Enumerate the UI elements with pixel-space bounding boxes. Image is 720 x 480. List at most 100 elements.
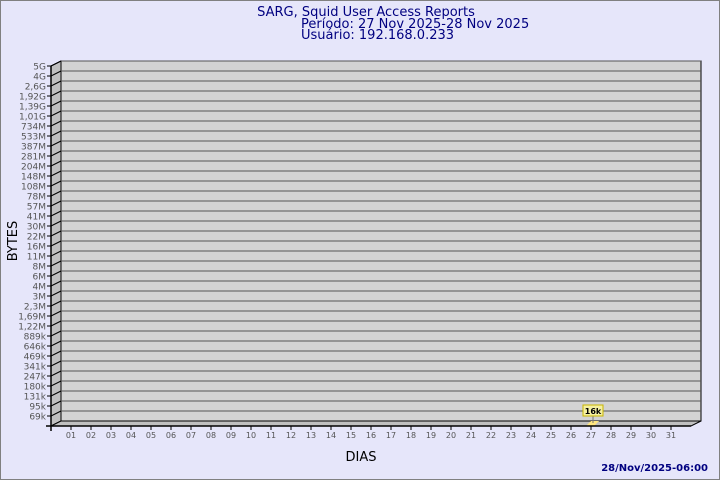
y-tick-label: 281M [21, 153, 46, 163]
y-tick-label: 108M [21, 183, 46, 193]
bar-value-label: 16k [585, 407, 602, 416]
y-tick-label: 533M [21, 133, 46, 143]
x-tick-label: 10 [246, 431, 256, 440]
x-tick-label: 04 [126, 431, 136, 440]
y-tick-label: 180k [24, 383, 47, 393]
y-tick-label: 11M [27, 253, 46, 263]
y-tick-diagonal [50, 240, 62, 247]
chart-title: SARG, Squid User Access Reports [257, 5, 475, 20]
y-tick-diagonal [50, 290, 62, 297]
x-tick-label: 21 [466, 431, 476, 440]
x-tick-label: 06 [166, 431, 176, 440]
y-tick-label: 131k [24, 393, 47, 403]
y-tick-label: 16M [27, 243, 46, 253]
y-tick-diagonal [50, 250, 62, 257]
y-tick-label: 69k [29, 413, 46, 423]
y-tick-diagonal [50, 390, 62, 397]
y-tick-label: 6M [33, 273, 47, 283]
y-tick-diagonal [50, 360, 62, 367]
y-tick-label: 469k [24, 353, 47, 363]
y-tick-diagonal [50, 330, 62, 337]
y-tick-label: 646k [24, 343, 47, 353]
y-tick-diagonal [50, 230, 62, 237]
y-tick-label: 78M [27, 193, 46, 203]
y-tick-diagonal [50, 100, 62, 107]
x-tick-label: 17 [386, 431, 396, 440]
x-tick-label: 16 [366, 431, 376, 440]
y-tick-label: 1,01G [19, 113, 46, 123]
y-tick-label: 2,6G [25, 83, 46, 93]
y-tick-label: 341k [24, 363, 47, 373]
y-tick-label: 387M [21, 143, 46, 153]
x-tick-label: 25 [546, 431, 556, 440]
x-tick-label: 30 [646, 431, 656, 440]
y-tick-diagonal [50, 400, 62, 407]
y-tick-label: 734M [21, 123, 46, 133]
x-tick-label: 07 [186, 431, 196, 440]
x-tick-label: 03 [106, 431, 116, 440]
y-tick-label: 889k [24, 333, 47, 343]
y-tick-diagonal [50, 90, 62, 97]
y-tick-label: 2,3M [24, 303, 46, 313]
x-tick-label: 09 [226, 431, 236, 440]
y-tick-label: 57M [27, 203, 46, 213]
y-tick-label: 4G [33, 73, 46, 83]
x-tick-label: 19 [426, 431, 436, 440]
x-tick-label: 24 [526, 431, 536, 440]
y-tick-label: 148M [21, 173, 46, 183]
y-tick-label: 30M [27, 223, 46, 233]
y-tick-diagonal [50, 190, 62, 197]
x-tick-label: 29 [626, 431, 636, 440]
y-tick-diagonal [50, 340, 62, 347]
y-tick-diagonal [50, 110, 62, 117]
x-tick-label: 01 [66, 431, 76, 440]
x-tick-label: 27 [586, 431, 596, 440]
y-tick-label: 95k [29, 403, 46, 413]
x-tick-label: 02 [86, 431, 96, 440]
x-tick-label: 08 [206, 431, 216, 440]
y-tick-diagonal [50, 160, 62, 167]
y-tick-diagonal [50, 70, 62, 77]
x-axis-label: DIAS [346, 450, 377, 465]
y-axis-label: BYTES [6, 221, 21, 262]
x-tick-label: 31 [666, 431, 676, 440]
y-tick-diagonal [50, 280, 62, 287]
y-tick-label: 247k [24, 373, 47, 383]
y-tick-diagonal [50, 320, 62, 327]
y-tick-diagonal [50, 120, 62, 127]
x-tick-label: 05 [146, 431, 156, 440]
y-tick-diagonal [50, 370, 62, 377]
y-tick-diagonal [50, 350, 62, 357]
y-tick-diagonal [50, 60, 62, 67]
footer-timestamp: 28/Nov/2025-06:00 [601, 463, 708, 474]
y-tick-label: 5G [33, 63, 46, 73]
chart-period: Período: 27 Nov 2025-28 Nov 2025 [301, 17, 529, 32]
bar-label-box [582, 404, 604, 417]
x-tick-label: 26 [566, 431, 576, 440]
y-tick-diagonal [50, 380, 62, 387]
x-tick-label: 15 [346, 431, 356, 440]
x-tick-label: 14 [326, 431, 336, 440]
x-tick-label: 18 [406, 431, 416, 440]
y-tick-diagonal [50, 140, 62, 147]
x-tick-label: 13 [306, 431, 316, 440]
y-tick-diagonal [50, 410, 62, 417]
bar [586, 421, 599, 426]
y-tick-label: 204M [21, 163, 46, 173]
y-tick-label: 1,69M [18, 313, 46, 323]
chart-user: Usuário: 192.168.0.233 [301, 28, 454, 43]
x-tick-label: 12 [286, 431, 296, 440]
y-tick-diagonal [50, 130, 62, 137]
y-tick-diagonal [50, 150, 62, 157]
y-tick-diagonal [50, 210, 62, 217]
x-tick-label: 20 [446, 431, 456, 440]
y-tick-diagonal [50, 310, 62, 317]
x-tick-label: 28 [606, 431, 616, 440]
y-tick-diagonal [50, 300, 62, 307]
y-tick-label: 8M [33, 263, 47, 273]
x-tick-label: 11 [266, 431, 276, 440]
y-tick-diagonal [50, 170, 62, 177]
y-tick-diagonal [50, 80, 62, 87]
y-tick-diagonal [50, 220, 62, 227]
